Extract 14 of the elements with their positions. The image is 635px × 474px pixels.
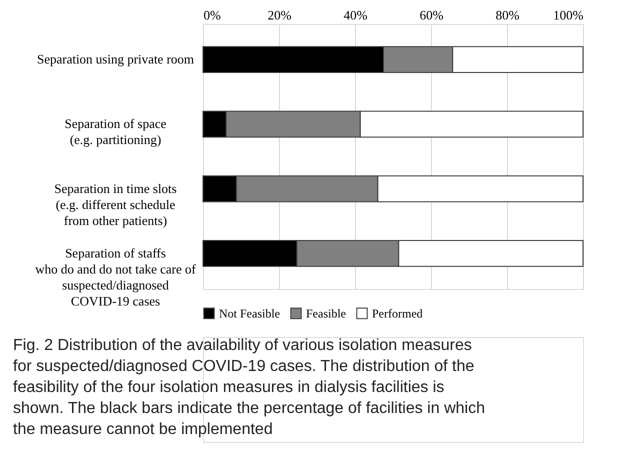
legend-label: Feasible: [306, 306, 346, 320]
y-tick-label: Separation in time slots (e.g. different schedule from other patients): [54, 180, 177, 228]
legend-label: Not Feasible: [219, 306, 280, 320]
x-tick-label: 100%: [553, 8, 584, 22]
x-tick-label: 60%: [420, 8, 444, 22]
y-tick-label: Separation of staffs who do and do not take care of suspected/diagnosed COVID-19 cases: [35, 245, 196, 308]
y-tick-label: Separation of space (e.g. partitioning): [64, 116, 167, 148]
y-tick-label: Separation using private room: [36, 52, 194, 67]
x-tick-label: 80%: [496, 8, 520, 22]
legend-label: Performed: [372, 306, 423, 320]
x-tick-label: 20%: [268, 8, 292, 22]
x-tick-label: 0%: [204, 8, 221, 22]
x-tick-label: 40%: [344, 8, 368, 22]
caption: Fig. 2 Distribution of the availability of various isolation measures for suspected/diagnosed COVID-19 cases. The distribution of the feasibility of the four isolation measures in dialysis facilities is shown. The black bars indicate the percentage of facilities in which the measure cannot be implemented: [13, 337, 485, 438]
